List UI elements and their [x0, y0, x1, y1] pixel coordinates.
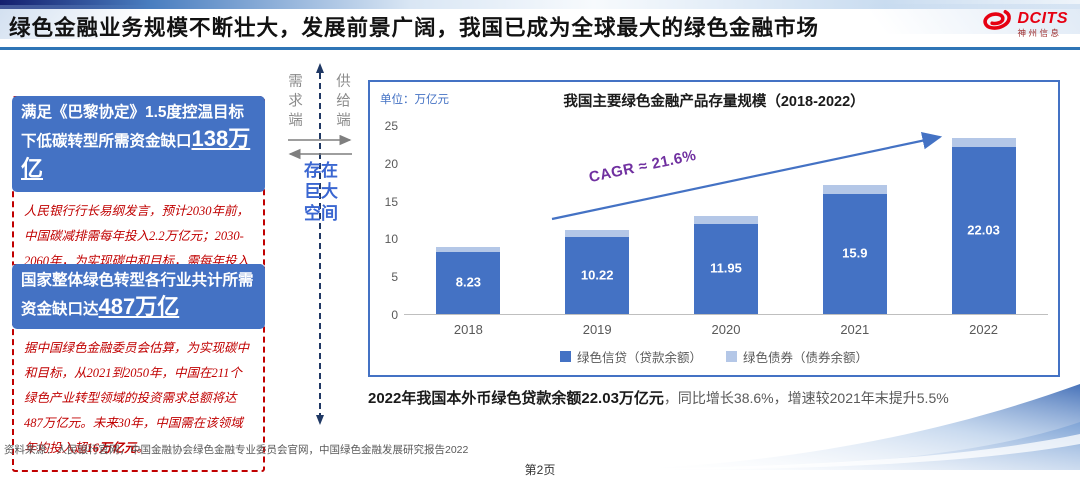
y-tick-label: 5 — [391, 270, 398, 285]
y-tick-label: 25 — [384, 119, 398, 133]
bar-segment-green-bond[interactable] — [436, 247, 501, 252]
dashed-line-bottom-arrowhead — [316, 415, 324, 425]
bar-segment-green-bond[interactable] — [565, 229, 630, 237]
x-axis-label: 2022 — [969, 322, 999, 337]
box-heading-text: 满足《巴黎协定》1.5度控温目标下低碳转型所需资金缺口 — [21, 104, 245, 150]
legend-swatch — [726, 351, 737, 362]
chart-title: 我国主要绿色金融产品存量规模（2018-2022） — [563, 94, 865, 110]
bar-group: 8.23 10.22 11.95 15.9 22.03 — [404, 126, 1048, 314]
dashed-line-top-arrowhead — [316, 63, 324, 73]
y-tick-label: 20 — [384, 156, 398, 171]
chart-unit-label: 单位：万亿元 — [380, 94, 449, 106]
y-tick-label: 0 — [391, 308, 398, 322]
bar-2020[interactable]: 11.95 — [693, 126, 758, 314]
bar-2019[interactable]: 10.22 — [565, 126, 630, 314]
supply-demand-gap-graphic: 需求端 供给端 存在巨大空间 — [276, 60, 366, 428]
bar-segment-green-bond[interactable] — [822, 185, 887, 194]
box-body-text: 据中国绿色金融委员会估算，为实现碳中和目标，从2021到2050年，中国在211… — [14, 329, 263, 470]
demand-gap-box-national: 国家整体绿色转型各行业共计所需资金缺口达487万亿 据中国绿色金融委员会估算，为… — [12, 264, 265, 473]
green-finance-chart-panel: 单位：万亿元 我国主要绿色金融产品存量规模（2018-2022） 0 5 10 15 2… — [368, 80, 1060, 377]
bar-segment-green-credit[interactable]: 22.03 — [951, 147, 1016, 314]
legend-label: 绿色债券（债券余额） — [743, 351, 869, 365]
logo-brand-text: DCITS — [1017, 10, 1068, 28]
gap-arrows-graphic — [288, 63, 352, 425]
bar-2022[interactable]: 22.03 — [951, 126, 1016, 314]
bottom-right-swoosh-decoration — [610, 384, 1080, 470]
box-heading-number: 138万亿 — [21, 125, 251, 182]
note-bold-text: 2022年我国本外币绿色贷款余额22.03万亿元 — [368, 390, 664, 407]
x-axis-label: 2018 — [453, 322, 483, 337]
legend-item[interactable]: 绿色债券（债券余额） — [726, 347, 868, 366]
source-citation: 资料来源：人民银行官网，中国金融协会绿色金融专业委员会官网，中国绿色金融发展研究… — [4, 444, 469, 456]
legend-label: 绿色信贷（贷款余额） — [576, 351, 702, 365]
x-axis-label: 2021 — [840, 322, 870, 337]
bar-value-label: 15.9 — [842, 245, 868, 261]
plot-area: 8.23 10.22 11.95 15.9 22.03 — [404, 126, 1048, 315]
body-text-run: 据中国绿色金融委员会估算，为实现碳中和目标，从2021到2050年，中国在211… — [24, 341, 250, 456]
header-swoosh-decoration — [0, 0, 1080, 9]
title-divider-line — [0, 47, 1080, 50]
bar-value-label: 22.03 — [967, 222, 1000, 238]
bar-value-label: 10.22 — [580, 267, 614, 283]
chart-legend: 绿色信贷（贷款余额） 绿色债券（债券余额） — [370, 347, 1058, 366]
x-axis-label: 2020 — [711, 322, 741, 337]
y-axis: 0 5 10 15 20 25 — [372, 119, 398, 322]
bar-2018[interactable]: 8.23 — [436, 126, 501, 314]
box-heading: 国家整体绿色转型各行业共计所需资金缺口达487万亿 — [12, 264, 265, 330]
x-axis-label: 2019 — [582, 322, 612, 337]
note-regular-text: ，同比增长38.6%，增速较2021年末提升5.5% — [663, 390, 949, 406]
demand-side-label: 需求端 — [286, 73, 302, 132]
body-text-run: 人民银行行长易纲发言，预计2030年前，中国碳减排需每年投入2.2万亿元；203… — [24, 204, 250, 269]
slide-header: 绿色金融业务规模不断壮大，发展前景广阔，我国已成为全球最大的绿色金融市场 DCI… — [0, 0, 1080, 47]
chart-summary-note: 2022年我国本外币绿色贷款余额22.03万亿元，同比增长38.6%，增速较20… — [368, 387, 949, 408]
dcits-logo: DCITS 神州信息 — [979, 8, 1069, 41]
legend-item[interactable]: 绿色信贷（贷款余额） — [559, 347, 702, 366]
bar-value-label: 11.95 — [710, 260, 742, 276]
bar-segment-green-bond[interactable] — [693, 216, 758, 224]
box-heading-number: 487万亿 — [98, 293, 180, 319]
bar-2021[interactable]: 15.9 — [822, 126, 887, 314]
bar-segment-green-credit[interactable]: 11.95 — [693, 223, 758, 314]
x-axis-labels: 2018 2019 2020 2021 2022 — [404, 322, 1048, 337]
bar-segment-green-credit[interactable]: 15.9 — [822, 193, 887, 314]
box-heading: 满足《巴黎协定》1.5度控温目标下低碳转型所需资金缺口138万亿 — [12, 96, 265, 193]
body-bold-run: 16万亿元 — [86, 441, 137, 456]
slide-title: 绿色金融业务规模不断壮大，发展前景广阔，我国已成为全球最大的绿色金融市场 — [9, 16, 820, 40]
body-text-run: 。 — [136, 441, 150, 456]
y-tick-label: 15 — [384, 194, 398, 209]
y-tick-label: 10 — [384, 232, 398, 247]
bar-segment-green-credit[interactable]: 8.23 — [436, 251, 501, 314]
box-heading-text: 国家整体绿色转型各行业共计所需资金缺口达 — [21, 272, 254, 318]
bar-segment-green-credit[interactable]: 10.22 — [565, 236, 630, 314]
legend-swatch — [559, 351, 571, 362]
dcits-swirl-icon — [979, 8, 1013, 41]
supply-side-label: 供给端 — [334, 73, 350, 132]
huge-gap-label: 存在巨大空间 — [304, 161, 338, 223]
bar-value-label: 8.23 — [455, 274, 482, 290]
bar-segment-green-bond[interactable] — [951, 137, 1016, 148]
logo-company-text: 神州信息 — [1017, 28, 1062, 39]
